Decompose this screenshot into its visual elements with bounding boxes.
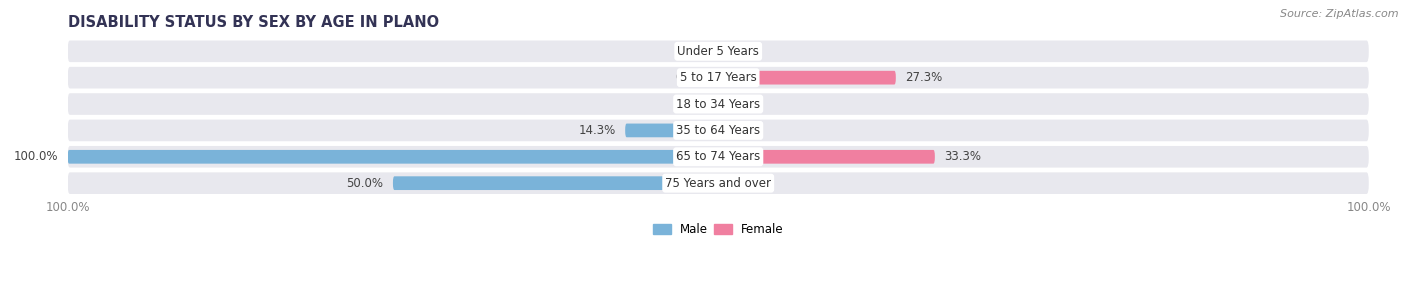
Text: 0.0%: 0.0% bbox=[675, 71, 706, 84]
FancyBboxPatch shape bbox=[67, 41, 1369, 62]
Text: DISABILITY STATUS BY SEX BY AGE IN PLANO: DISABILITY STATUS BY SEX BY AGE IN PLANO bbox=[67, 15, 439, 30]
Text: 18 to 34 Years: 18 to 34 Years bbox=[676, 98, 761, 110]
FancyBboxPatch shape bbox=[67, 150, 718, 164]
Text: 14.3%: 14.3% bbox=[578, 124, 616, 137]
Text: 100.0%: 100.0% bbox=[14, 150, 58, 163]
Text: 5 to 17 Years: 5 to 17 Years bbox=[681, 71, 756, 84]
FancyBboxPatch shape bbox=[67, 120, 1369, 141]
FancyBboxPatch shape bbox=[626, 124, 718, 137]
Text: 65 to 74 Years: 65 to 74 Years bbox=[676, 150, 761, 163]
Legend: Male, Female: Male, Female bbox=[648, 219, 789, 241]
Text: 0.0%: 0.0% bbox=[675, 45, 706, 58]
FancyBboxPatch shape bbox=[392, 176, 718, 190]
Text: 75 Years and over: 75 Years and over bbox=[665, 177, 772, 190]
Text: 35 to 64 Years: 35 to 64 Years bbox=[676, 124, 761, 137]
FancyBboxPatch shape bbox=[718, 71, 896, 84]
Text: 0.0%: 0.0% bbox=[731, 45, 761, 58]
FancyBboxPatch shape bbox=[67, 93, 1369, 115]
Text: 0.0%: 0.0% bbox=[731, 124, 761, 137]
FancyBboxPatch shape bbox=[67, 172, 1369, 194]
Text: 0.0%: 0.0% bbox=[675, 98, 706, 110]
Text: 0.0%: 0.0% bbox=[731, 98, 761, 110]
Text: 50.0%: 50.0% bbox=[346, 177, 384, 190]
Text: 27.3%: 27.3% bbox=[905, 71, 943, 84]
Text: 33.3%: 33.3% bbox=[945, 150, 981, 163]
FancyBboxPatch shape bbox=[67, 67, 1369, 88]
Text: Under 5 Years: Under 5 Years bbox=[678, 45, 759, 58]
FancyBboxPatch shape bbox=[67, 146, 1369, 168]
Text: Source: ZipAtlas.com: Source: ZipAtlas.com bbox=[1281, 9, 1399, 19]
FancyBboxPatch shape bbox=[718, 150, 935, 164]
Text: 0.0%: 0.0% bbox=[731, 177, 761, 190]
